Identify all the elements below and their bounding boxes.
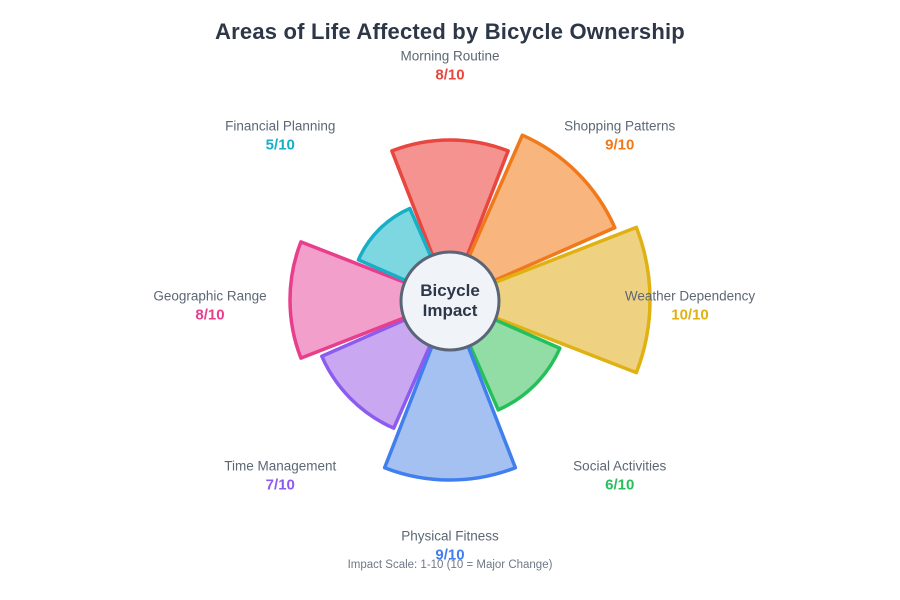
- category-label-time-management: Time Management: [224, 458, 337, 474]
- category-label-financial-planning: Financial Planning: [225, 118, 336, 134]
- category-value-shopping-patterns: 9/10: [605, 136, 635, 154]
- wedge-weather-dependency: [448, 225, 652, 375]
- category-label-geographic-range: Geographic Range: [153, 288, 267, 304]
- chart-title: Areas of Life Affected by Bicycle Owners…: [215, 19, 685, 44]
- category-value-financial-planning: 5/10: [265, 136, 295, 154]
- scale-note: Impact Scale: 1-10 (10 = Major Change): [347, 559, 553, 571]
- category-label-physical-fitness: Physical Fitness: [401, 528, 499, 544]
- wedge-shopping-patterns: [448, 133, 617, 302]
- wedge-morning-routine: [390, 138, 510, 302]
- category-value-morning-routine: 8/10: [435, 66, 465, 84]
- category-label-shopping-patterns: Shopping Patterns: [564, 118, 676, 134]
- category-label-morning-routine: Morning Routine: [400, 48, 500, 64]
- category-value-time-management: 7/10: [265, 476, 295, 494]
- category-label-weather-dependency: Weather Dependency: [624, 288, 756, 304]
- category-value-weather-dependency: 10/10: [671, 306, 709, 324]
- wedge-geographic-range: [288, 240, 452, 360]
- center-hub-circle: [399, 250, 501, 352]
- category-value-geographic-range: 8/10: [195, 306, 225, 324]
- category-value-physical-fitness: 9/10: [435, 546, 465, 564]
- category-label-social-activities: Social Activities: [573, 458, 667, 474]
- category-value-social-activities: 6/10: [605, 476, 635, 494]
- wedge-physical-fitness: [382, 298, 518, 482]
